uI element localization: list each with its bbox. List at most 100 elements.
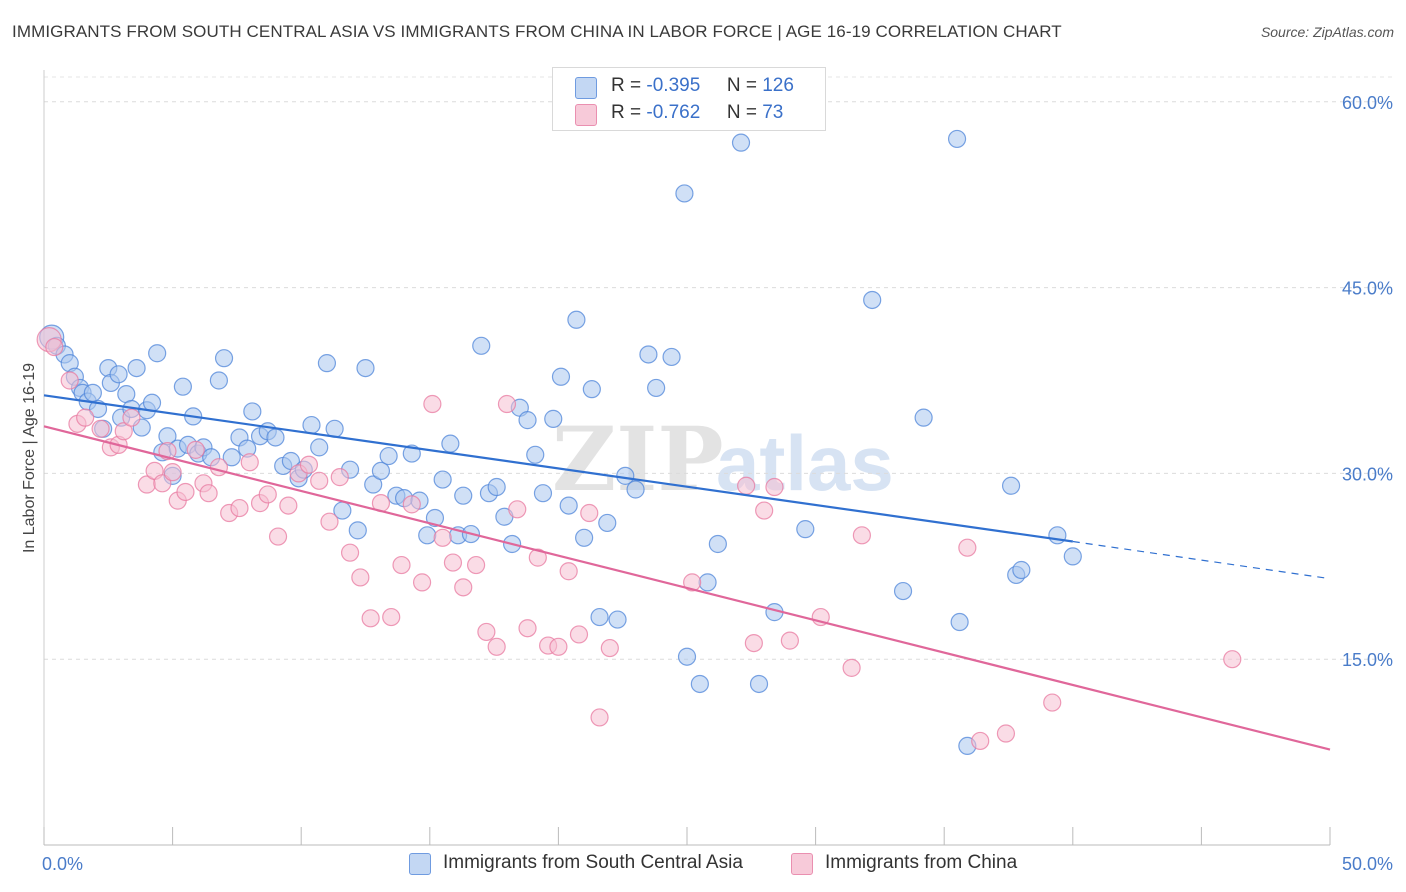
legend-r-label: R = xyxy=(611,102,642,123)
point-south-central-asia xyxy=(551,367,571,386)
y-tick-label: 30.0% xyxy=(1342,464,1393,484)
point-south-central-asia xyxy=(749,674,769,694)
point-china xyxy=(508,500,527,519)
point-south-central-asia xyxy=(662,347,681,367)
pink-swatch-icon xyxy=(791,853,813,875)
point-south-central-asia xyxy=(677,647,697,666)
point-south-central-asia xyxy=(690,674,709,694)
point-south-central-asia xyxy=(893,581,913,601)
point-south-central-asia xyxy=(598,513,617,533)
point-south-central-asia xyxy=(173,377,192,396)
point-china xyxy=(91,419,110,438)
point-south-central-asia xyxy=(209,371,228,390)
legend-n-label: N = xyxy=(726,75,757,96)
point-china xyxy=(163,463,182,482)
point-south-central-asia xyxy=(590,607,609,627)
point-china xyxy=(487,637,506,656)
point-south-central-asia xyxy=(533,484,553,503)
point-south-central-asia xyxy=(127,358,146,378)
point-china xyxy=(466,555,486,575)
point-south-central-asia xyxy=(214,349,234,368)
point-china xyxy=(60,371,79,390)
point-china xyxy=(340,543,360,562)
point-south-central-asia xyxy=(266,428,285,447)
point-china xyxy=(392,555,411,575)
point-china xyxy=(737,476,756,495)
point-china xyxy=(45,337,64,357)
point-south-central-asia xyxy=(626,480,645,499)
point-china xyxy=(268,527,288,546)
point-china xyxy=(744,633,763,653)
point-china xyxy=(780,631,799,650)
legend-n-value-pink: 73 xyxy=(762,102,784,123)
point-china xyxy=(76,408,95,427)
point-south-central-asia xyxy=(582,380,601,399)
point-south-central-asia xyxy=(950,612,969,632)
point-south-central-asia xyxy=(698,573,717,592)
point-south-central-asia xyxy=(472,336,491,355)
series-name-blue: Immigrants from South Central Asia xyxy=(443,852,743,873)
point-china xyxy=(996,724,1016,743)
point-south-central-asia xyxy=(639,345,658,364)
trend-line-extension-south-central-asia xyxy=(1072,540,1331,580)
point-china xyxy=(1043,693,1062,712)
y-axis-label: In Labor Force | Age 16-19 xyxy=(21,363,38,553)
point-china xyxy=(310,471,329,490)
point-china xyxy=(497,394,517,414)
point-china xyxy=(351,568,370,587)
point-south-central-asia xyxy=(371,461,391,481)
point-china xyxy=(1223,650,1242,669)
point-china xyxy=(971,731,990,751)
point-south-central-asia xyxy=(441,434,460,453)
point-south-central-asia xyxy=(526,445,545,464)
series-name-pink: Immigrants from China xyxy=(825,852,1018,873)
point-china xyxy=(559,562,578,581)
point-china xyxy=(114,422,133,441)
point-south-central-asia xyxy=(1012,560,1031,580)
point-south-central-asia xyxy=(796,520,815,539)
point-china xyxy=(230,498,249,518)
point-south-central-asia xyxy=(243,402,262,421)
legend-r-value-blue: -0.395 xyxy=(646,75,701,96)
point-china xyxy=(477,622,496,642)
point-south-central-asia xyxy=(425,508,445,528)
point-china xyxy=(852,526,871,545)
point-china xyxy=(199,484,218,503)
trend-line-china xyxy=(43,425,1331,751)
point-china xyxy=(569,625,589,644)
point-china xyxy=(153,474,172,493)
point-china xyxy=(580,503,599,523)
point-south-central-asia xyxy=(317,354,337,373)
x-tick-label: 0.0% xyxy=(42,854,83,874)
point-south-central-asia xyxy=(433,470,452,489)
point-china xyxy=(240,453,259,472)
legend-n-value-blue: 126 xyxy=(762,75,794,96)
point-south-central-asia xyxy=(559,496,578,515)
point-china xyxy=(518,619,537,638)
legend-n-label: N = xyxy=(726,102,757,123)
point-south-central-asia xyxy=(567,310,586,329)
point-south-central-asia xyxy=(544,409,563,428)
point-south-central-asia xyxy=(947,129,967,149)
point-china xyxy=(361,609,380,628)
point-china xyxy=(842,658,861,677)
point-china xyxy=(382,607,401,627)
legend-r-label: R = xyxy=(611,75,642,96)
point-china xyxy=(186,440,205,459)
point-south-central-asia xyxy=(575,528,594,547)
point-china xyxy=(443,553,463,572)
point-china xyxy=(209,458,228,477)
point-china xyxy=(402,495,421,514)
blue-swatch-icon xyxy=(409,853,431,875)
point-south-central-asia xyxy=(379,446,398,466)
point-south-central-asia xyxy=(608,610,627,629)
point-china xyxy=(755,501,774,520)
point-south-central-asia xyxy=(863,290,882,310)
point-china xyxy=(600,638,619,658)
correlation-legend: R = -0.395 N = 126 R = -0.762 N = 73 xyxy=(552,67,826,131)
point-china xyxy=(258,485,277,504)
y-tick-label: 60.0% xyxy=(1342,93,1393,113)
legend-r-value-pink: -0.762 xyxy=(646,102,701,123)
point-china xyxy=(299,455,319,474)
